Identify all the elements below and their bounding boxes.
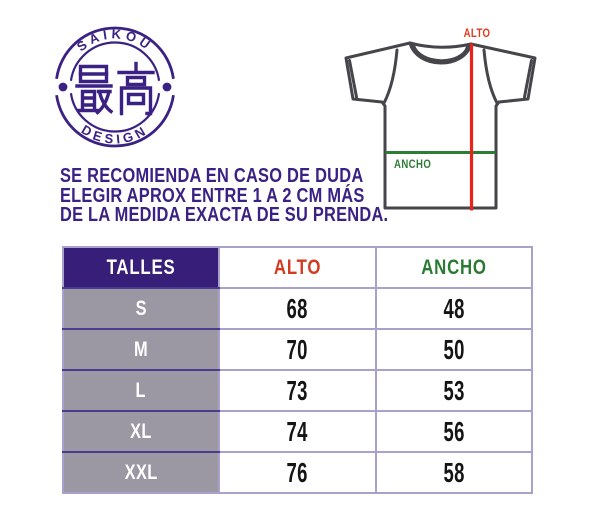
size-label: XL [130,419,152,443]
brand-stamp-logo: SAIKOU DESIGN [55,26,175,148]
ancho-value-cell: 56 [375,410,533,453]
tshirt-collar-inner [412,44,469,63]
kanji-kou-small-box [125,75,147,87]
size-cell: XL [62,410,220,453]
logo-dot-right [162,82,172,92]
logo-dot-left [58,82,68,92]
alto-value-cell: 74 [218,410,377,453]
alto-value: 70 [286,333,309,365]
header-cell-ancho: ANCHO [375,246,533,289]
size-cell: S [62,287,220,330]
tshirt-cuff-left [348,59,358,99]
alto-value-cell: 70 [218,328,377,371]
ancho-label: ANCHO [394,158,431,171]
kanji-kou-frame [119,86,153,116]
alto-value: 68 [286,292,309,324]
ancho-value: 58 [443,456,465,488]
ancho-value: 50 [443,333,465,365]
size-label: XXL [124,460,158,484]
tshirt-collar-outer [408,41,473,65]
kanji-kou-inner-box [126,92,146,106]
size-cell: M [62,328,220,371]
table-row: M 70 50 [62,328,533,371]
header-alto-label: ALTO [273,255,322,279]
ancho-value-cell: 53 [375,369,533,412]
table-row: XXL 76 58 [62,451,533,494]
logo-inner-ring-top [69,41,161,81]
logo-inner-ring-bottom [69,93,161,133]
header-cell-alto: ALTO [218,246,377,289]
tshirt-armhole-right [482,48,499,105]
logo-brand-top-label: SAIKOU [74,26,152,54]
header-cell-talles: TALLES [62,246,220,289]
logo-kanji-saikou [75,61,155,116]
header-talles-label: TALLES [106,255,176,279]
ancho-value: 48 [443,292,465,324]
ancho-value-cell: 48 [375,287,533,330]
size-note: SE RECOMIENDA EN CASO DE DUDA ELEGIR APR… [60,164,470,227]
alto-value-cell: 73 [218,369,377,412]
header-ancho-label: ANCHO [421,255,487,279]
ancho-value-cell: 58 [375,451,533,494]
alto-value-cell: 76 [218,451,377,494]
size-label: S [135,296,147,320]
tshirt-cuff-right [523,59,533,99]
note-line-3: DE LA MEDIDA EXACTA DE SU PRENDA. [60,203,389,227]
logo-brand-bottom-label: DESIGN [79,122,147,147]
table-row: S 68 48 [62,287,533,330]
logo-brand-bottom-text: DESIGN [79,122,151,147]
size-table: TALLES ALTO ANCHO S 68 48 M 70 50 L 73 [62,246,533,494]
kanji-sai-ear [77,89,99,113]
alto-label: ALTO [464,27,491,40]
note-line-1: SE RECOMIENDA EN CASO DE DUDA [60,164,364,187]
alto-value: 76 [286,456,309,488]
kanji-sai-mata [95,89,114,115]
tshirt-measurement-diagram: ALTO ANCHO [344,27,537,211]
size-cell: XXL [62,451,220,494]
table-row: L 73 53 [62,369,533,412]
table-header-row: TALLES ALTO ANCHO [62,246,533,289]
alto-value: 73 [286,374,309,406]
note-line-2: ELEGIR APROX ENTRE 1 A 2 CM MÁS [60,183,365,207]
kanji-sai-sun-box [78,64,109,84]
size-cell: L [62,369,220,412]
tshirt-armhole-left [382,48,399,105]
alto-value-cell: 68 [218,287,377,330]
logo-outer-ring-bottom [55,95,175,148]
logo-brand-top-text: SAIKOU [74,26,156,54]
ancho-value-cell: 50 [375,328,533,371]
ancho-value: 53 [443,374,465,406]
logo-outer-ring-top [55,26,175,79]
size-label: M [133,337,149,361]
ancho-value: 56 [443,415,465,447]
alto-value: 74 [286,415,309,447]
size-label: L [135,378,147,402]
table-row: XL 74 56 [62,410,533,453]
